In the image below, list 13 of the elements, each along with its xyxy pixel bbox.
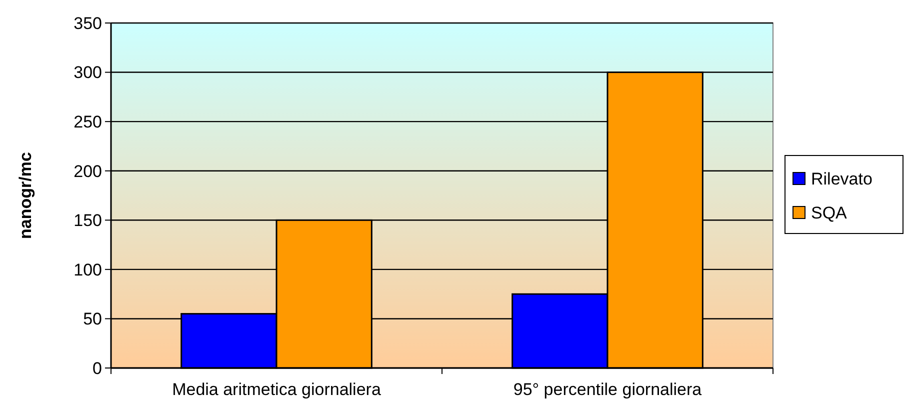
y-tick-label: 100 [74, 260, 102, 280]
y-tick-label: 300 [74, 63, 102, 82]
y-axis-title: nanogr/mc [16, 152, 35, 239]
y-tick-label: 50 [83, 310, 102, 329]
legend-label: Rilevato [811, 169, 872, 188]
y-tick-label: 0 [92, 358, 102, 378]
x-tick-label: 95° percentile giornaliera [513, 380, 702, 399]
y-tick-label: 250 [74, 112, 102, 132]
legend-label: SQA [811, 203, 848, 222]
y-tick-label: 200 [74, 162, 102, 181]
y-tick-label: 150 [74, 211, 102, 230]
x-tick-label: Media aritmetica giornaliera [172, 380, 382, 399]
y-tick-label: 350 [74, 14, 102, 33]
